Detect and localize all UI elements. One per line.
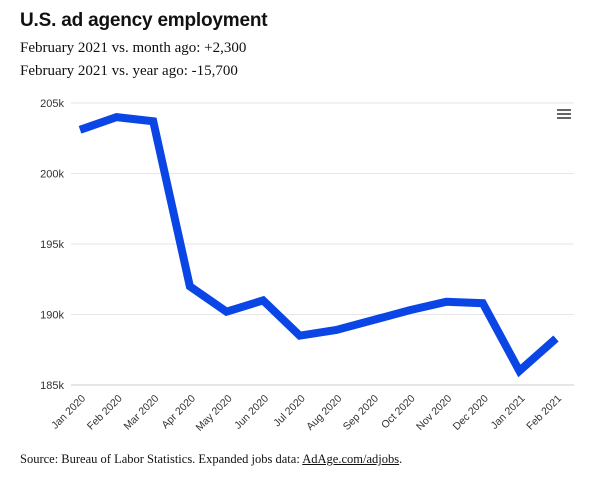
x-tick-label: Feb 2021	[524, 393, 564, 433]
x-tick-label: Jan 2020	[49, 393, 88, 432]
source-end: .	[399, 452, 403, 466]
y-tick-label: 185k	[40, 380, 64, 392]
x-tick-label: Nov 2020	[414, 393, 454, 433]
series-group	[76, 113, 560, 378]
data-point	[259, 296, 267, 304]
x-tick-label: Jul 2020	[271, 393, 308, 430]
x-tick-label: May 2020	[193, 393, 234, 434]
grid-lines	[71, 102, 574, 386]
y-tick-label: 190k	[40, 310, 64, 322]
chart-title: U.S. ad agency employment	[20, 10, 268, 31]
hamburger-menu-icon[interactable]	[555, 107, 572, 121]
data-point	[552, 334, 560, 342]
x-tick-label: Mar 2020	[122, 393, 162, 433]
x-tick-label: Dec 2020	[451, 393, 491, 433]
x-tick-label: Jun 2020	[232, 393, 271, 432]
data-point	[369, 316, 377, 324]
x-tick-label: Oct 2020	[379, 393, 418, 432]
data-point	[149, 117, 157, 125]
data-point	[113, 113, 121, 121]
data-point	[332, 326, 340, 334]
subtitle-year-change: February 2021 vs. year ago: -15,700	[20, 63, 238, 79]
x-tick-label: Aug 2020	[304, 393, 344, 433]
subtitle-month-change: February 2021 vs. month ago: +2,300	[20, 40, 247, 56]
data-point	[186, 282, 194, 290]
y-tick-label: 200k	[40, 169, 64, 181]
data-point	[406, 306, 414, 314]
y-axis-labels: 185k 190k 195k 200k 205k	[40, 98, 64, 392]
data-point	[479, 299, 487, 307]
source-text: Source: Bureau of Labor Statistics. Expa…	[20, 452, 303, 466]
y-tick-label: 195k	[40, 239, 64, 251]
data-point	[442, 298, 450, 306]
y-tick-label: 205k	[40, 98, 64, 110]
source-note: Source: Bureau of Labor Statistics. Expa…	[20, 452, 402, 467]
data-point	[222, 308, 230, 316]
series-line	[78, 113, 559, 378]
data-point	[515, 367, 523, 375]
adjobs-link[interactable]: AdAge.com/adjobs	[302, 452, 400, 466]
x-tick-label: Feb 2020	[85, 393, 125, 433]
x-tick-label: Sep 2020	[341, 393, 381, 433]
data-point	[296, 332, 304, 340]
x-tick-label: Apr 2020	[159, 393, 198, 432]
data-point	[76, 126, 84, 134]
x-tick-label: Jan 2021	[488, 393, 527, 432]
